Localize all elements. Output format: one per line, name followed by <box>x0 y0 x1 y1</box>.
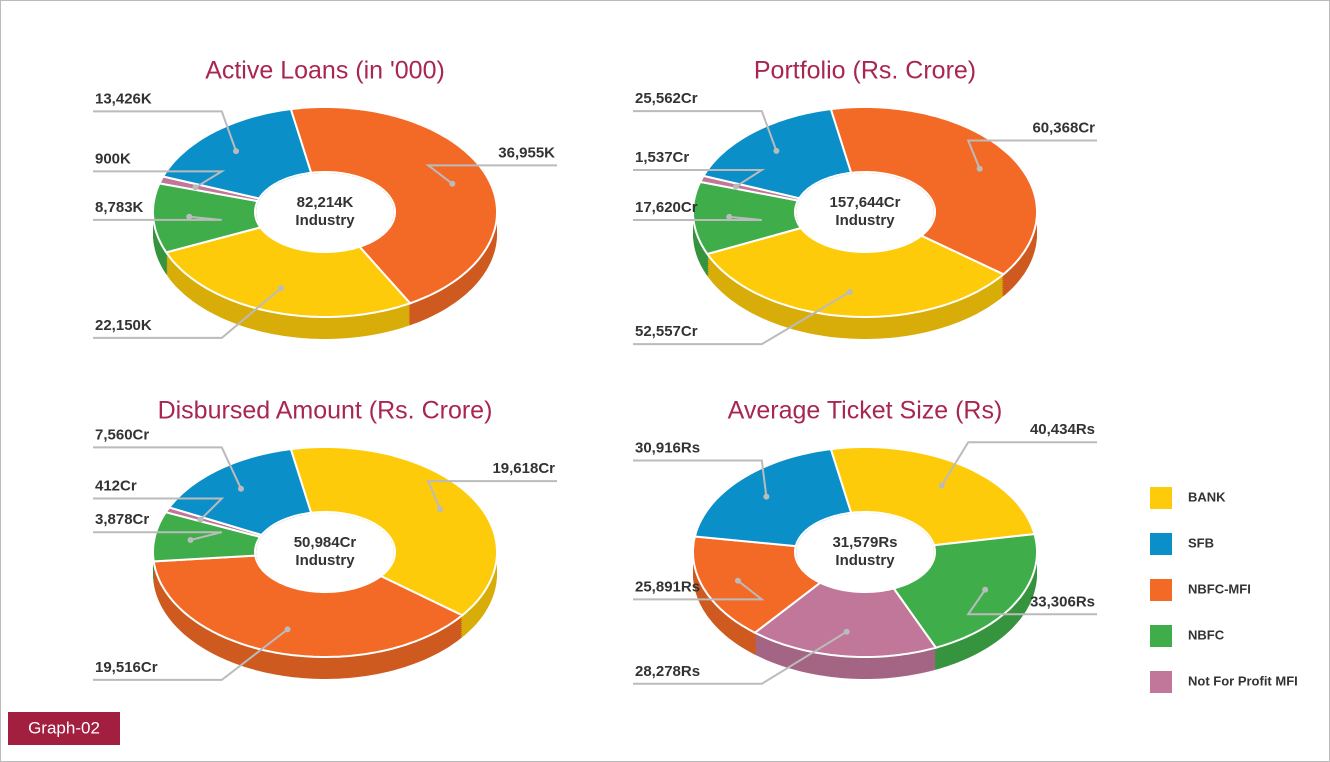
legend-swatch <box>1150 671 1172 693</box>
value-label: 1,537Cr <box>635 149 689 166</box>
value-label: 19,618Cr <box>492 460 555 477</box>
leader-line <box>966 589 1097 616</box>
value-label: 3,878Cr <box>95 511 149 528</box>
leader-line <box>93 446 242 490</box>
chart-title: Disbursed Amount (Rs. Crore) <box>158 397 493 425</box>
value-label: 13,426K <box>95 90 152 107</box>
value-label: 7,560Cr <box>95 426 149 443</box>
value-label: 36,955K <box>498 144 555 161</box>
leader-line <box>633 291 851 346</box>
center-sublabel: Industry <box>835 212 895 229</box>
chart-title: Average Ticket Size (Rs) <box>728 397 1003 425</box>
center-hole <box>256 513 394 591</box>
legend-swatch <box>1150 579 1172 601</box>
value-label: 17,620Cr <box>635 199 698 216</box>
leader-line <box>93 215 222 221</box>
value-label: 25,562Cr <box>635 90 698 107</box>
leader-line <box>633 459 768 497</box>
legend-swatch <box>1150 487 1172 509</box>
center-label: 82,214K <box>297 194 354 211</box>
leader-line <box>633 110 778 152</box>
value-label: 52,557Cr <box>635 323 698 340</box>
center-hole <box>796 173 934 251</box>
center-hole <box>256 173 394 251</box>
leader-line <box>93 497 225 521</box>
legend-swatch <box>1150 625 1172 647</box>
chart-title: Portfolio (Rs. Crore) <box>754 57 976 85</box>
value-label: 8,783K <box>95 199 144 216</box>
value-label: 19,516Cr <box>95 659 158 676</box>
leader-line <box>940 441 1097 487</box>
value-label: 25,891Rs <box>635 578 700 595</box>
value-label: 60,368Cr <box>1032 119 1095 136</box>
badge-box <box>8 712 120 745</box>
legend-label: BANK <box>1188 489 1226 504</box>
value-label: 33,306Rs <box>1030 593 1095 610</box>
value-label: 412Cr <box>95 477 137 494</box>
center-label: 157,644Cr <box>830 194 901 211</box>
leader-line <box>633 579 765 601</box>
center-sublabel: Industry <box>295 552 355 569</box>
slice <box>693 448 853 548</box>
leader-line <box>426 480 557 510</box>
badge: Graph-02 <box>28 718 100 737</box>
legend-swatch <box>1150 533 1172 555</box>
leader-line <box>93 531 223 541</box>
leader-line <box>633 215 762 222</box>
leader-line <box>93 110 237 152</box>
leader-line <box>93 170 226 189</box>
legend-label: NBFC-MFI <box>1188 581 1251 596</box>
value-label: 900K <box>95 150 131 167</box>
legend-label: NBFC <box>1188 627 1225 642</box>
value-label: 28,278Rs <box>635 663 700 680</box>
leader-line <box>93 628 289 681</box>
center-sublabel: Industry <box>295 212 355 229</box>
legend-label: SFB <box>1188 535 1214 550</box>
center-label: 50,984Cr <box>294 534 357 551</box>
value-label: 40,434Rs <box>1030 421 1095 438</box>
leader-line <box>966 139 1097 170</box>
legend-label: Not For Profit MFI <box>1188 673 1298 688</box>
center-hole <box>796 513 934 591</box>
slice <box>167 448 313 537</box>
value-label: 30,916Rs <box>635 439 700 456</box>
center-sublabel: Industry <box>835 552 895 569</box>
leader-line <box>425 164 557 185</box>
chart-title: Active Loans (in '000) <box>205 57 445 85</box>
leader-line <box>633 630 848 685</box>
leader-line <box>93 287 282 339</box>
leader-line <box>633 168 766 188</box>
center-label: 31,579Rs <box>832 534 897 551</box>
value-label: 22,150K <box>95 317 152 334</box>
